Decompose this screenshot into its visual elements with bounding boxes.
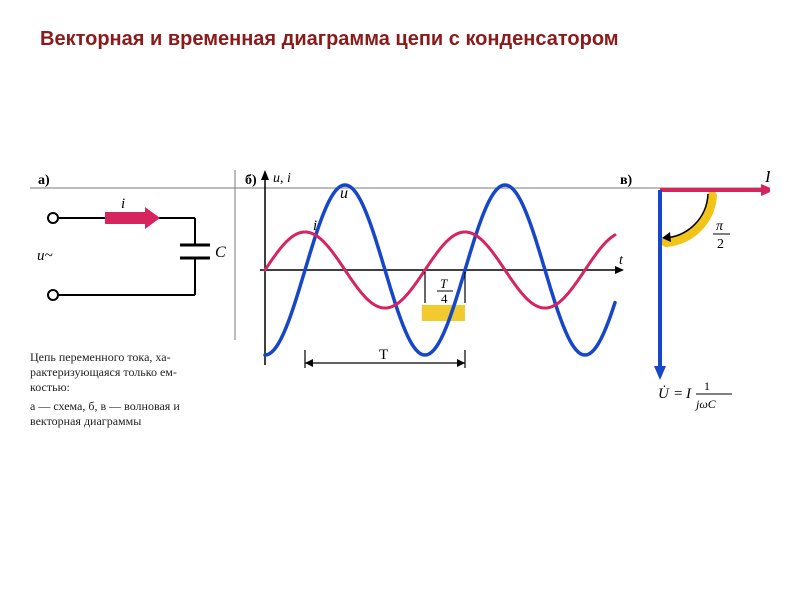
svg-text:I: I (685, 386, 692, 402)
svg-text:π: π (716, 219, 724, 234)
svg-text:в): в) (620, 173, 633, 188)
svg-text:u~: u~ (37, 248, 53, 264)
svg-text:а): а) (38, 173, 50, 188)
caption-line: костью: (30, 380, 220, 395)
caption-block: Цепь переменного тока, ха- рактеризующая… (30, 350, 220, 429)
svg-text:jωC: jωC (694, 397, 717, 411)
svg-text:б): б) (245, 173, 257, 188)
svg-text:i: i (313, 218, 317, 234)
svg-text:2: 2 (717, 237, 724, 252)
svg-text:U̇: U̇ (658, 386, 670, 402)
svg-text:İ: İ (764, 170, 770, 186)
svg-text:t: t (619, 253, 624, 268)
svg-text:1: 1 (704, 379, 710, 393)
page-title: Векторная и временная диаграмма цепи с к… (40, 28, 619, 51)
svg-text:u: u (340, 185, 348, 202)
caption-line: векторная диаграммы (30, 414, 220, 429)
svg-text:C: C (215, 244, 226, 261)
caption-line: рактеризующаяся только ем- (30, 365, 220, 380)
caption-line: а — схема, б, в — волновая и (30, 399, 220, 414)
svg-text:=: = (674, 386, 682, 402)
svg-text:T: T (440, 276, 448, 291)
svg-text:i: i (121, 196, 125, 212)
svg-text:T: T (379, 347, 388, 363)
svg-text:u, i: u, i (273, 171, 291, 186)
caption-line: Цепь переменного тока, ха- (30, 350, 220, 365)
svg-text:4: 4 (441, 291, 448, 306)
